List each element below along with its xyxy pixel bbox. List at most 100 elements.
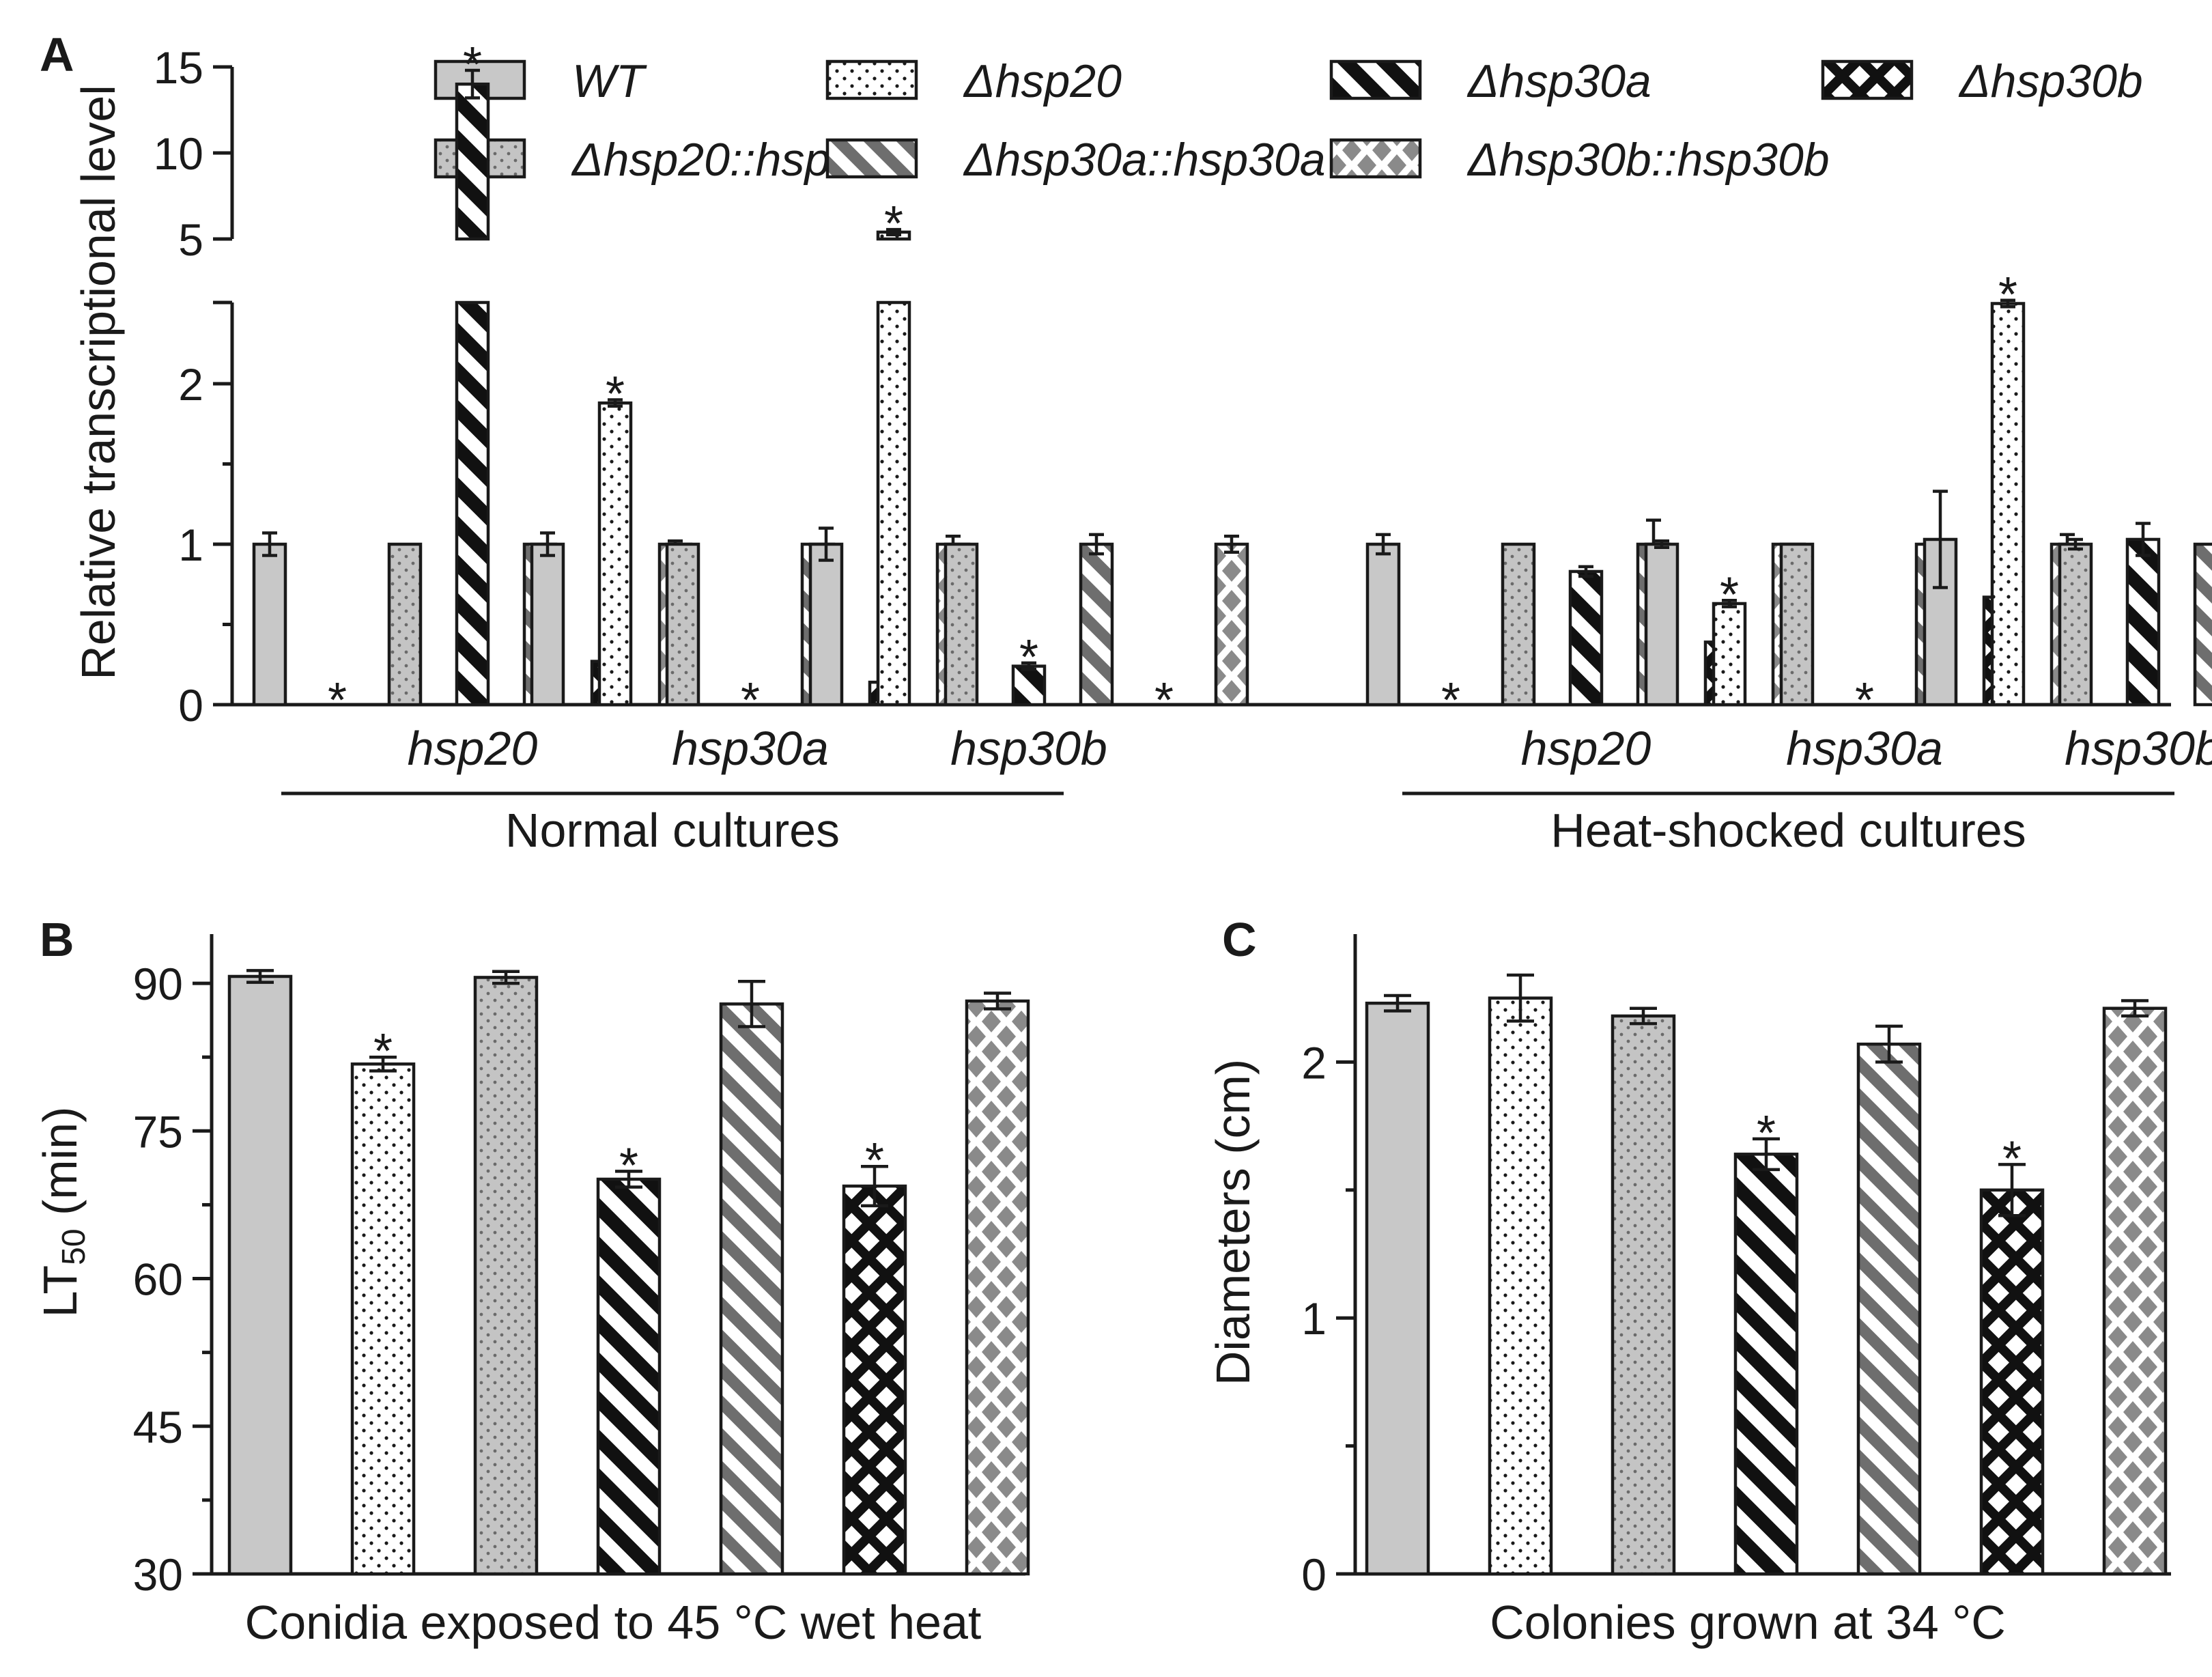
panel-b-y-tick-label: 75 xyxy=(133,1106,183,1157)
panel-c-label: C xyxy=(1222,913,1257,966)
bar-a-hsp20-c20 xyxy=(1501,542,1536,707)
panel-a-y-tick-label: 2 xyxy=(178,359,203,410)
significance-star: * xyxy=(741,673,760,728)
bar-c-c30b xyxy=(2102,1006,2168,1576)
bar-a-hsp30b-d20 xyxy=(876,300,911,707)
legend-swatch-d30a xyxy=(1329,59,1422,100)
bar-c-wt xyxy=(1365,1001,1430,1576)
bar-a-hsp20-d30a xyxy=(455,300,490,707)
bar-a-hsp30a-d20 xyxy=(597,401,633,707)
bar-a-hsp30b-d30a xyxy=(2125,537,2161,707)
bar-a-hsp30b-c20 xyxy=(944,542,979,707)
legend-swatch-d30b xyxy=(1821,59,1914,100)
panel-b-label: B xyxy=(40,913,74,966)
panel-a-y-axis-title: Relative transcriptional level xyxy=(72,85,125,680)
bar-a-hsp30a-c20 xyxy=(1779,542,1815,707)
bar-c-d20 xyxy=(1488,996,1553,1576)
legend-label-wt: WT xyxy=(572,55,647,107)
bar-a-hsp30a-c20 xyxy=(665,542,700,707)
legend-label-c30b: Δhsp30b::hsp30b xyxy=(1466,134,1830,186)
bar-b-d20 xyxy=(350,1062,416,1576)
panel-c-x-axis-title: Colonies grown at 34 °C xyxy=(1490,1596,2006,1649)
legend-label-c30a: Δhsp30a::hsp30a xyxy=(963,134,1326,186)
panel-a-label: A xyxy=(40,28,74,81)
bar-a-hsp20-wt xyxy=(1365,542,1401,707)
significance-star: * xyxy=(1855,673,1874,728)
panel-b-ylabel-unit: (min) xyxy=(33,1107,87,1229)
bar-a-hsp30b-d30a xyxy=(1011,664,1047,707)
panel-b-y-tick-label: 90 xyxy=(133,959,183,1009)
significance-star: * xyxy=(1998,268,2017,322)
legend-swatch-c30b xyxy=(1329,138,1422,179)
bar-b-d30b xyxy=(842,1184,907,1576)
bar-a-hsp30a-wt xyxy=(530,542,565,707)
panel-b-x-axis-title: Conidia exposed to 45 °C wet heat xyxy=(245,1596,982,1649)
gene-label-hsp30a: hsp30a xyxy=(1786,722,1943,775)
gene-label-hsp20: hsp20 xyxy=(1521,722,1651,775)
bar-a-hsp30b-c30b xyxy=(1214,542,1249,707)
bar-a-hsp20-wt xyxy=(252,542,287,707)
bar-c-c30a xyxy=(1856,1042,1922,1576)
panel-b-y-axis-title: LT50 (min) xyxy=(33,1107,92,1318)
legend-label-d30b: Δhsp30b xyxy=(1958,55,2143,107)
gene-label-hsp30b: hsp30b xyxy=(2065,722,2212,775)
bar-b-c30a xyxy=(719,1002,784,1576)
significance-star: * xyxy=(865,1133,884,1188)
bar-a-hsp20-c20 xyxy=(387,542,423,707)
panel-b-ylabel-main: LT xyxy=(33,1265,87,1318)
panel-a-chart: 01251015***hsp20***hsp30a***hsp30b**hsp2… xyxy=(154,38,2212,857)
bar-a-hsp30b-wt xyxy=(808,542,844,707)
panel-c-chart: 0 1 2 * * xyxy=(1301,934,2171,1600)
panel-c-y-tick-label: 1 xyxy=(1301,1293,1327,1344)
bar-a-hsp20-d30a-upper xyxy=(455,82,490,241)
bar-b-c20 xyxy=(473,976,539,1576)
legend-swatch-c30a xyxy=(825,138,918,179)
significance-star: * xyxy=(1154,673,1174,728)
significance-star: * xyxy=(1441,673,1460,728)
condition-label: Heat-shocked cultures xyxy=(1550,804,2026,857)
bar-a-hsp30b-d20 xyxy=(1990,302,2026,707)
panel-b-chart: 30 45 60 75 90 * * * xyxy=(133,934,1030,1600)
bar-a-hsp20-d30a xyxy=(1568,569,1604,707)
panel-c-y-tick-label: 2 xyxy=(1301,1037,1327,1088)
significance-star: * xyxy=(606,367,625,422)
panel-a-y-tick-label: 0 xyxy=(178,680,203,731)
significance-star: * xyxy=(884,197,903,251)
significance-star: * xyxy=(328,673,347,728)
panel-c-y-axis-title: Diameters (cm) xyxy=(1206,1059,1260,1385)
panel-b-y-tick-label: 60 xyxy=(133,1254,183,1305)
bar-c-d30a xyxy=(1733,1153,1799,1576)
significance-star: * xyxy=(463,38,482,92)
significance-star: * xyxy=(1019,630,1038,685)
bar-b-wt xyxy=(227,974,293,1576)
significance-star: * xyxy=(2002,1131,2022,1186)
significance-star: * xyxy=(373,1024,393,1079)
significance-star: * xyxy=(1757,1106,1776,1161)
panel-b-y-tick-label: 45 xyxy=(133,1402,183,1452)
legend-label-d20: Δhsp20 xyxy=(963,55,1122,107)
condition-label: Normal cultures xyxy=(505,804,840,857)
panel-a-y-tick-label: 15 xyxy=(154,42,203,93)
bar-a-hsp30b-c30a xyxy=(1079,542,1114,707)
panel-b-y-tick-label: 30 xyxy=(133,1549,183,1600)
gene-label-hsp20: hsp20 xyxy=(408,722,538,775)
panel-b-ylabel-sub: 50 xyxy=(56,1228,92,1265)
panel-c-y-tick-label: 0 xyxy=(1301,1549,1327,1600)
bar-a-hsp30b-c30a xyxy=(2193,542,2212,707)
gene-label-hsp30a: hsp30a xyxy=(672,722,829,775)
legend-swatch-d20 xyxy=(825,59,918,100)
bar-c-c20 xyxy=(1611,1014,1676,1576)
bar-a-hsp30b-c20 xyxy=(2058,542,2093,707)
bar-c-d30b xyxy=(1979,1188,2045,1576)
gene-label-hsp30b: hsp30b xyxy=(950,722,1107,775)
panel-a-y-tick-label: 1 xyxy=(178,520,203,570)
panel-a-y-tick-label: 10 xyxy=(154,128,203,179)
significance-star: * xyxy=(1720,567,1739,622)
significance-star: * xyxy=(619,1138,638,1193)
bar-b-c30b xyxy=(965,999,1030,1576)
legend-label-d30a: Δhsp30a xyxy=(1466,55,1651,107)
panel-a-y-tick-label: 5 xyxy=(178,214,203,265)
bar-b-d30a xyxy=(596,1177,662,1576)
